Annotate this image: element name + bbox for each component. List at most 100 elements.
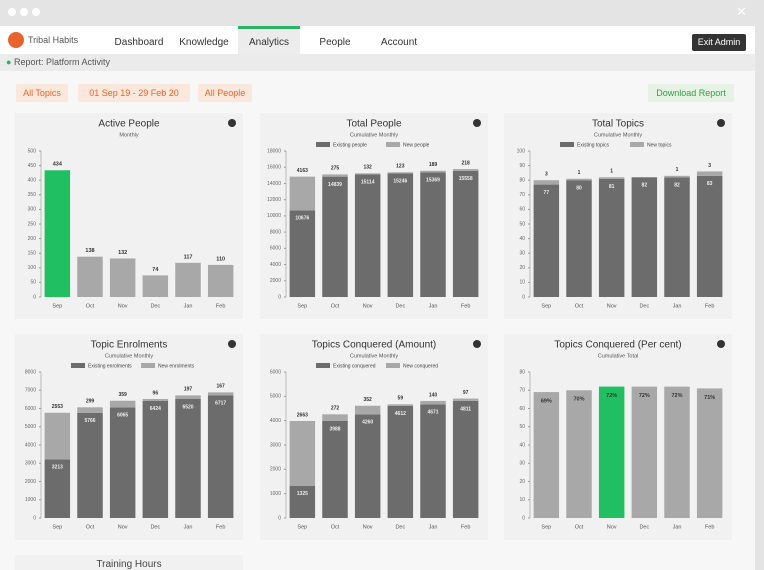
exit-button[interactable]: Exit Admin [692,34,746,51]
x-tick-label: Jan [673,303,682,309]
y-tick-label: 10000 [267,213,281,219]
data-label: 83 [707,181,713,187]
y-tick-label: 250 [28,221,37,227]
data-label: 2663 [297,412,308,418]
filter[interactable]: All Topics [16,84,68,102]
bar-segment [598,178,625,297]
filter[interactable]: All People [198,84,252,102]
data-label: 15246 [393,179,407,185]
legend-label: New people [403,142,430,148]
chart-subtitle: Cumulative Monthly [594,132,643,138]
info-icon[interactable] [228,340,236,348]
y-tick-label: 60 [519,207,525,213]
close-button[interactable]: ✕ [736,4,747,19]
x-tick-label: Dec [639,303,649,309]
data-label: 359 [118,392,127,398]
bar-segment [664,175,690,178]
data-label: 72% [639,393,650,399]
info-icon[interactable] [473,340,481,348]
data-label: 72% [671,393,682,399]
x-tick-label: Sep [52,303,62,309]
bar-segment [289,210,316,297]
data-label: 4612 [395,411,406,417]
tab-active[interactable]: Analytics [238,26,300,54]
bar-segment [322,420,348,518]
y-tick-label: 60 [519,406,525,412]
bar [207,264,234,297]
y-tick-label: 10 [519,280,525,286]
legend-label: New conquered [403,363,438,369]
x-tick-label: Dec [150,524,160,530]
bar-segment [142,400,169,518]
tab[interactable]: People [319,37,351,48]
x-tick-label: Oct [575,524,584,530]
bar-segment [420,400,446,405]
y-tick-label: 1000 [25,497,36,503]
info-icon[interactable] [228,119,236,127]
y-tick-label: 4000 [270,418,281,424]
info-icon[interactable] [717,340,725,348]
bar-segment [44,459,71,518]
y-tick-label: 30 [519,461,525,467]
chart: Active People Monthly 0 50 100 150 200 250 300 35… [28,119,236,309]
info-icon[interactable] [717,119,725,127]
y-tick-label: 0 [33,515,36,521]
y-tick-label: 350 [28,192,37,198]
data-label: 197 [184,387,193,393]
bar-segment [696,171,723,176]
data-label: 275 [331,166,340,172]
x-tick-label: Jan [184,524,193,530]
data-label: 15114 [361,180,375,186]
y-tick-label: 14000 [267,181,281,187]
x-tick-label: Sep [52,524,62,530]
y-tick-label: 100 [517,148,526,154]
breadcrumb[interactable]: Report: Platform Activity [13,57,110,67]
data-label: 59 [398,396,404,402]
chart-panel: Active People Monthly 0 50 100 150 200 250 300 35… [15,113,243,319]
chart-title: Total People [346,119,401,130]
tab[interactable]: Dashboard [114,37,164,48]
y-tick-label: 4000 [270,262,281,268]
bar [631,386,658,518]
bar-segment [387,404,414,406]
x-tick-label: Oct [86,303,95,309]
data-label: 97 [463,390,469,396]
chart: Topics Conquered (Per cent) Cumulative To… [519,340,725,530]
x-tick-label: Oct [575,303,584,309]
chart: Total People Cumulative Monthly 0 2000 4000 6… [267,119,481,309]
data-label: 70% [573,397,584,403]
info-icon[interactable] [473,119,481,127]
y-tick-label: 40 [519,236,525,242]
y-tick-label: 200 [28,236,37,242]
y-tick-label: 20 [519,479,525,485]
legend-label: New topics [647,142,672,148]
chart-subtitle: Cumulative Monthly [350,353,399,359]
x-tick-label: Feb [461,524,470,530]
bar-segment [420,170,446,173]
data-label: 167 [216,384,225,390]
download-button[interactable]: Download Report [648,84,734,102]
y-tick-label: 0 [522,515,525,521]
tab[interactable]: Account [380,37,418,48]
data-label: 14839 [328,182,342,188]
chart-subtitle: Cumulative Total [598,353,639,359]
data-label: 3213 [52,465,63,471]
data-label: 6520 [182,404,193,410]
x-tick-label: Feb [216,303,225,309]
tab[interactable]: Knowledge [179,37,229,48]
data-label: 74 [152,267,159,273]
legend-swatch [141,363,155,368]
bar-segment [354,405,381,415]
legend-label: Existing conquered [333,363,376,369]
chart-panel: Topics Conquered (Amount) Cumulative Mont… [260,334,488,540]
data-label: 6717 [215,401,226,407]
bar-segment [354,414,381,518]
y-tick-label: 7000 [25,388,36,394]
y-tick-label: 8000 [270,229,281,235]
filter[interactable]: 01 Sep 19 - 29 Feb 20 [78,84,190,102]
x-tick-label: Jan [429,524,438,530]
y-tick-label: 6000 [270,369,281,375]
data-label: 4163 [297,168,308,174]
legend-label: Existing topics [577,142,609,148]
